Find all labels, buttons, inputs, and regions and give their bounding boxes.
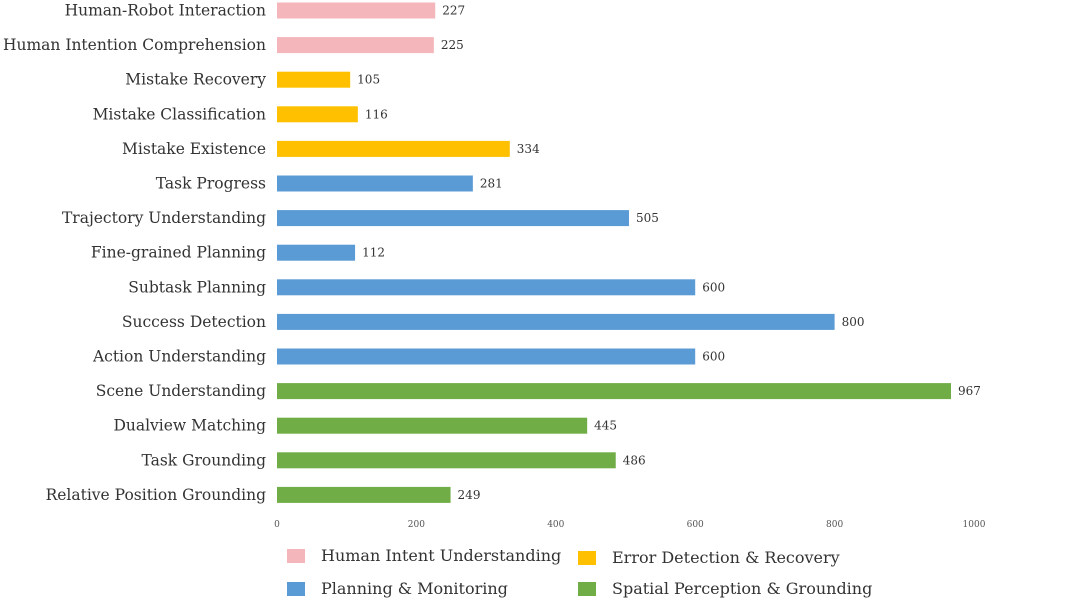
x-tick-0: 0 (274, 520, 280, 530)
category-label-action-understanding: Action Understanding (92, 348, 266, 366)
value-label-scene-understanding: 967 (958, 384, 981, 398)
value-label-human-robot-interaction: 227 (442, 4, 465, 18)
x-tick-600: 600 (687, 520, 704, 530)
bar-success-detection (277, 313, 835, 330)
category-label-human-robot-interaction: Human-Robot Interaction (65, 2, 266, 20)
bar-dualview-matching (277, 417, 588, 434)
bar-scene-understanding (277, 383, 951, 400)
category-label-trajectory-understanding: Trajectory Understanding (62, 209, 266, 227)
bar-subtask-planning (277, 279, 696, 296)
value-label-dualview-matching: 445 (594, 419, 617, 433)
value-label-subtask-planning: 600 (702, 280, 725, 294)
legend-swatch-planning-monitoring (287, 581, 305, 596)
bar-human-robot-interaction (277, 2, 436, 19)
category-label-subtask-planning: Subtask Planning (128, 278, 266, 296)
bar-mistake-recovery (277, 71, 351, 88)
category-label-success-detection: Success Detection (122, 313, 266, 331)
value-label-task-progress: 281 (480, 177, 503, 191)
category-label-human-intention-comprehension: Human Intention Comprehension (3, 36, 266, 54)
value-label-action-understanding: 600 (702, 350, 725, 364)
legend-swatch-error-detection (578, 550, 596, 565)
category-label-mistake-existence: Mistake Existence (122, 140, 266, 158)
bar-task-progress (277, 175, 473, 192)
bar-mistake-existence (277, 140, 510, 157)
legend-label-error-detection: Error Detection & Recovery (612, 548, 840, 567)
legend-label-human-intent: Human Intent Understanding (321, 546, 562, 565)
value-label-trajectory-understanding: 505 (636, 211, 659, 225)
category-label-dualview-matching: Dualview Matching (113, 417, 266, 435)
legend-label-spatial-perception: Spatial Perception & Grounding (612, 579, 873, 598)
category-label-fine-grained-planning: Fine-grained Planning (91, 244, 266, 262)
value-label-mistake-classification: 116 (365, 107, 388, 121)
value-label-success-detection: 800 (842, 315, 865, 329)
bar-fine-grained-planning (277, 244, 356, 261)
bar-action-understanding (277, 348, 696, 365)
value-label-relative-position-grounding: 249 (458, 488, 481, 502)
bar-trajectory-understanding (277, 210, 629, 227)
category-label-mistake-recovery: Mistake Recovery (125, 71, 266, 89)
value-label-mistake-recovery: 105 (357, 73, 380, 87)
bar-task-grounding (277, 452, 616, 469)
category-label-scene-understanding: Scene Understanding (96, 382, 266, 400)
x-tick-1000: 1000 (963, 520, 986, 530)
x-tick-200: 200 (408, 520, 425, 530)
bar-human-intention-comprehension (277, 37, 434, 54)
legend-label-planning-monitoring: Planning & Monitoring (321, 579, 508, 598)
legend-item-spatial-perception: Spatial Perception & Grounding (578, 579, 872, 598)
legend-item-error-detection: Error Detection & Recovery (578, 548, 840, 567)
legend-item-planning-monitoring: Planning & Monitoring (287, 579, 508, 598)
bar-mistake-classification (277, 106, 358, 123)
value-label-human-intention-comprehension: 225 (441, 38, 464, 52)
legend-swatch-spatial-perception (578, 581, 596, 596)
category-label-task-grounding: Task Grounding (141, 451, 266, 469)
x-tick-800: 800 (826, 520, 843, 530)
category-label-relative-position-grounding: Relative Position Grounding (46, 486, 267, 504)
category-label-mistake-classification: Mistake Classification (93, 105, 266, 123)
category-label-task-progress: Task Progress (156, 175, 266, 193)
legend-item-human-intent: Human Intent Understanding (287, 546, 561, 565)
value-label-task-grounding: 486 (623, 453, 646, 467)
value-label-fine-grained-planning: 112 (362, 246, 385, 260)
value-label-mistake-existence: 334 (517, 142, 540, 156)
legend-swatch-human-intent (287, 548, 305, 563)
x-tick-400: 400 (547, 520, 564, 530)
bar-relative-position-grounding (277, 486, 451, 503)
